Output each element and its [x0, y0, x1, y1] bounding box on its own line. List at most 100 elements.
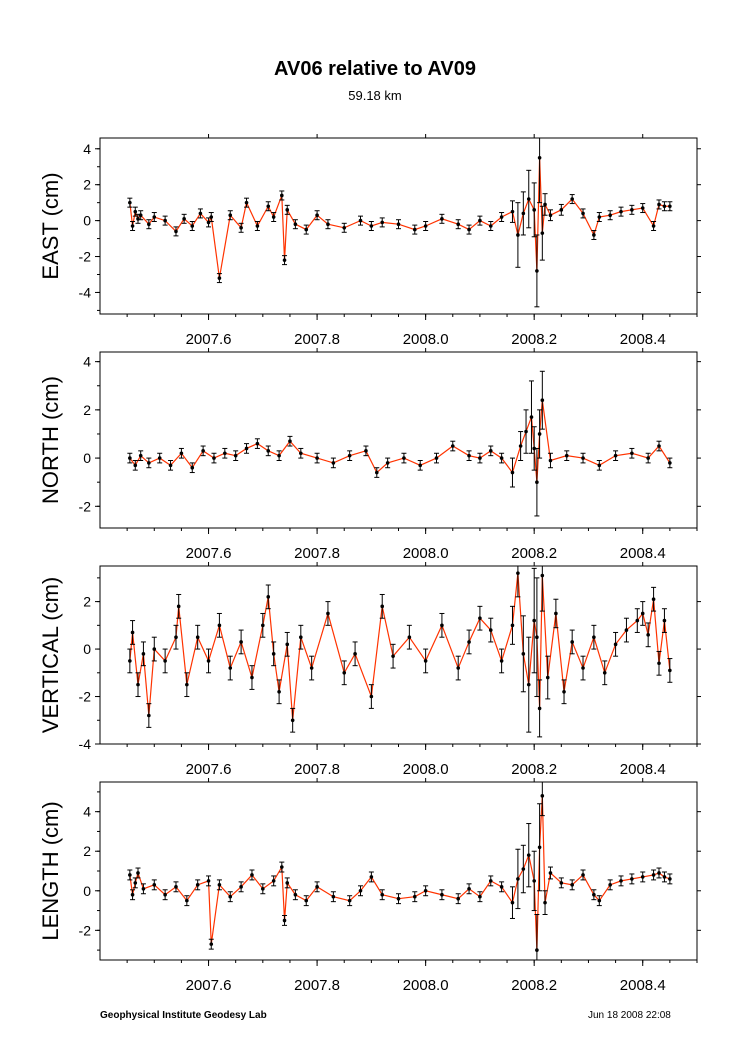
- y-tick-label: 4: [83, 141, 91, 157]
- data-point: [206, 659, 211, 663]
- data-point: [532, 879, 536, 883]
- data-point: [478, 894, 482, 899]
- data-point: [266, 595, 271, 599]
- data-point: [613, 642, 618, 647]
- data-point: [548, 458, 553, 463]
- data-point: [402, 456, 406, 460]
- data-point: [380, 220, 385, 225]
- data-point: [396, 896, 401, 901]
- data-point: [635, 618, 640, 623]
- data-point: [147, 222, 151, 227]
- y-tick-label: 0: [83, 883, 91, 899]
- data-point: [526, 197, 531, 201]
- data-point: [630, 877, 634, 881]
- y-tick-label: -4: [79, 736, 92, 752]
- data-point: [304, 227, 309, 232]
- data-point: [570, 197, 574, 201]
- y-axis-label: LENGTH (cm): [38, 801, 63, 940]
- data-point: [280, 193, 284, 198]
- data-point: [434, 456, 439, 460]
- data-point: [250, 675, 254, 680]
- data-point: [195, 883, 200, 887]
- x-tick-label: 2008.2: [511, 545, 557, 562]
- data-point: [163, 892, 167, 897]
- data-point: [255, 441, 260, 446]
- data-point: [562, 689, 566, 694]
- data-point: [592, 233, 596, 237]
- data-point: [315, 885, 319, 889]
- data-point: [293, 222, 298, 227]
- data-point: [326, 611, 330, 616]
- data-point: [223, 451, 227, 456]
- data-point: [564, 453, 569, 458]
- data-point: [488, 879, 493, 883]
- x-tick-label: 2007.8: [294, 977, 340, 994]
- x-tick-label: 2008.4: [620, 761, 666, 778]
- data-point: [545, 675, 550, 680]
- data-point: [147, 461, 151, 465]
- data-point: [540, 398, 545, 403]
- data-point: [581, 211, 585, 216]
- panel-3: -4 -2 0 2 2007.6 2007.8 2008.0 2008.2 2008.4 VERT…: [38, 562, 701, 778]
- data-point: [277, 453, 281, 458]
- data-point: [668, 877, 672, 881]
- panel-1: -4 -2 0 2 4 2007.6 2007.8 2008.0 2008.2 2008.4 EAS…: [38, 134, 701, 348]
- data-point: [535, 948, 539, 952]
- data-point: [456, 222, 461, 227]
- data-point: [138, 213, 143, 218]
- data-point: [488, 224, 493, 228]
- data-point: [597, 463, 602, 468]
- data-point: [293, 892, 298, 897]
- y-tick-label: 2: [83, 177, 91, 193]
- data-point: [630, 451, 634, 456]
- data-point: [206, 879, 211, 883]
- data-point: [440, 892, 444, 897]
- data-point: [244, 200, 249, 205]
- data-point: [304, 898, 309, 903]
- data-point: [581, 456, 585, 460]
- data-point: [266, 449, 271, 453]
- data-point: [347, 898, 352, 903]
- data-point: [543, 202, 547, 207]
- data-point: [133, 881, 138, 885]
- x-tick-label: 2008.0: [403, 761, 449, 778]
- x-tick-label: 2008.0: [403, 977, 449, 994]
- series-line: [129, 157, 670, 279]
- data-point: [548, 213, 553, 218]
- data-point: [540, 794, 545, 798]
- data-point: [130, 224, 135, 228]
- data-point: [141, 887, 146, 891]
- data-point: [277, 689, 281, 694]
- data-point: [608, 213, 612, 218]
- y-tick-label: -2: [79, 689, 92, 705]
- data-point: [640, 611, 645, 616]
- data-point: [657, 871, 661, 875]
- y-tick-label: -4: [79, 284, 92, 300]
- y-tick-label: -2: [79, 922, 92, 938]
- data-point: [570, 883, 574, 887]
- data-point: [467, 640, 471, 644]
- data-point: [570, 640, 574, 644]
- data-point: [613, 453, 618, 458]
- data-point: [592, 635, 596, 639]
- data-point: [668, 461, 672, 465]
- data-point: [364, 449, 368, 453]
- data-point: [657, 202, 661, 207]
- data-point: [128, 873, 132, 877]
- x-tick-label: 2007.6: [186, 977, 232, 994]
- y-tick-label: -2: [79, 249, 92, 265]
- data-point: [651, 224, 656, 228]
- data-point: [619, 879, 623, 883]
- data-point: [266, 204, 271, 209]
- x-tick-label: 2008.4: [620, 331, 666, 348]
- data-point: [374, 470, 379, 475]
- data-point: [157, 456, 162, 460]
- plot-frame: [99, 781, 698, 961]
- data-point: [619, 209, 623, 214]
- data-point: [244, 446, 249, 451]
- x-tick-label: 2007.6: [186, 761, 232, 778]
- data-point: [510, 209, 515, 214]
- data-point: [209, 215, 214, 219]
- data-point: [280, 865, 284, 869]
- data-point: [640, 875, 645, 879]
